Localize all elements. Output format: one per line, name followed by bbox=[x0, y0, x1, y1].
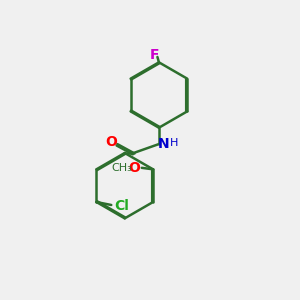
Text: F: F bbox=[150, 48, 159, 62]
Text: CH₃: CH₃ bbox=[112, 163, 132, 173]
Text: O: O bbox=[128, 161, 140, 175]
Text: O: O bbox=[105, 135, 117, 149]
Text: N: N bbox=[158, 137, 169, 151]
Text: Cl: Cl bbox=[114, 199, 129, 213]
Text: H: H bbox=[170, 138, 178, 148]
